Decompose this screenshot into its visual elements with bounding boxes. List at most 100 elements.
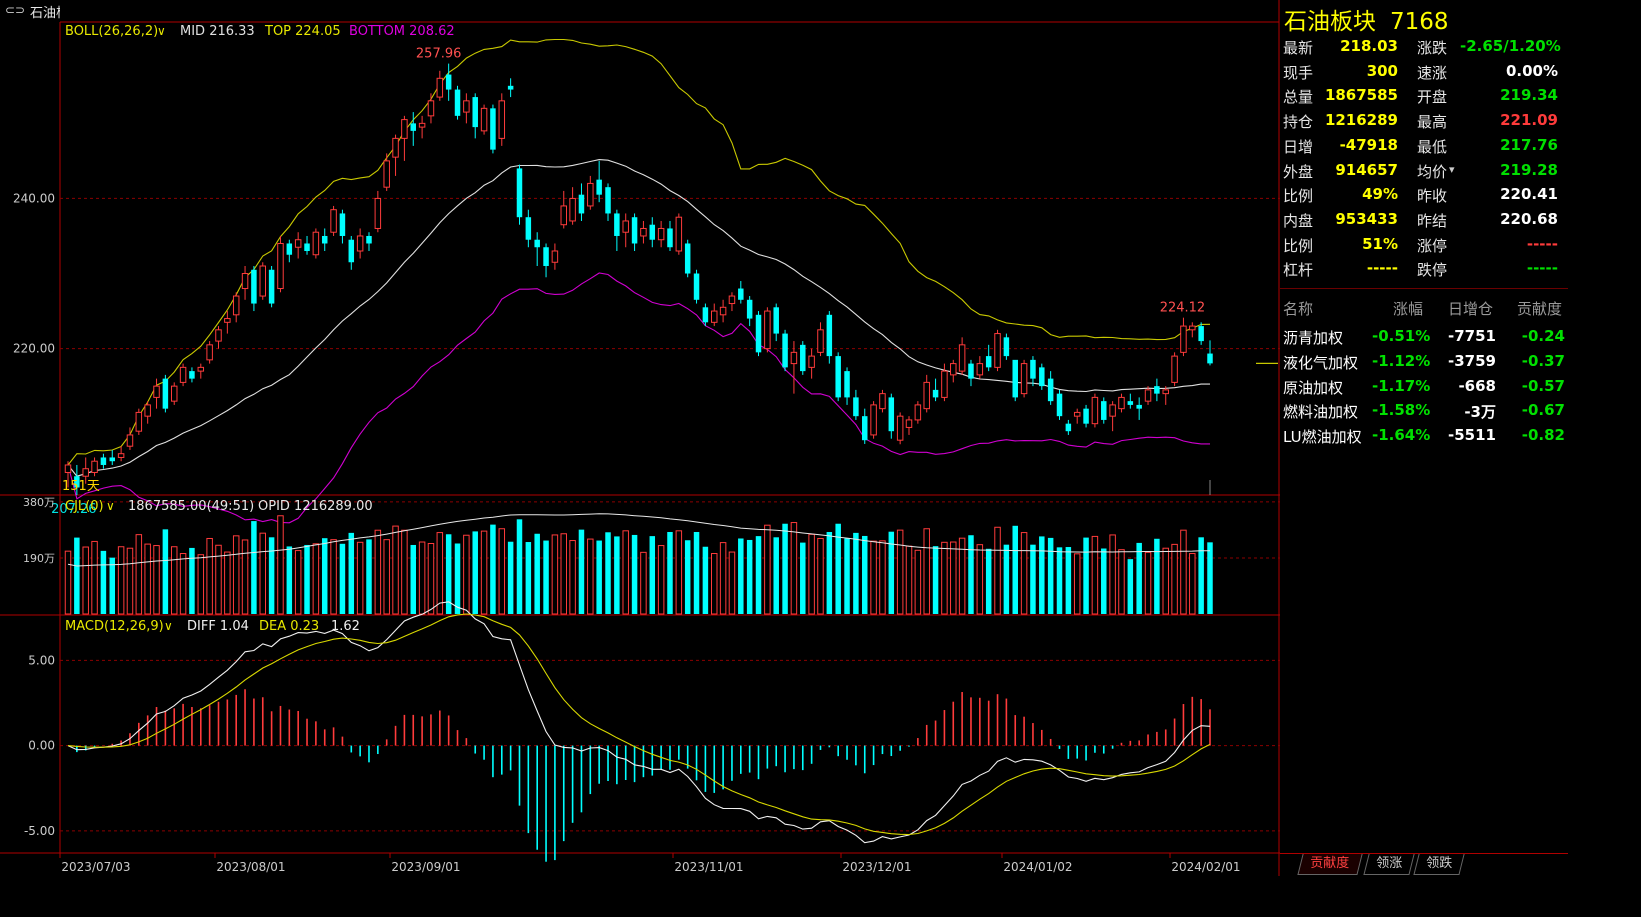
candle-body	[251, 269, 257, 304]
volume-bar	[560, 533, 567, 615]
candle-body	[534, 239, 540, 248]
volume-bar	[383, 539, 390, 615]
volume-bar	[1207, 542, 1213, 614]
contrib-row[interactable]: 燃料油加权 -1.58% -3万 -0.67	[1280, 401, 1568, 423]
candle-body	[941, 370, 948, 398]
contrib-degree: -0.37	[1521, 351, 1565, 370]
volume-bar	[1198, 537, 1204, 614]
quote-label: 比例	[1283, 187, 1314, 206]
cjl-volume-value: 1867585.00(49:51)	[128, 499, 254, 514]
quote-value: 49%	[1362, 185, 1398, 204]
quote-row: 持仓 1216289 最高 221.09	[1282, 111, 1566, 135]
candle-body	[1118, 396, 1125, 410]
contrib-name: LU燃油加权	[1283, 428, 1362, 447]
contrib-row[interactable]: LU燃油加权 -1.64% -5511 -0.82	[1280, 426, 1568, 448]
volume-bar	[800, 542, 806, 614]
contrib-header[interactable]: 日增仓	[1448, 300, 1494, 318]
macd-axis-label: 0.00	[28, 739, 55, 753]
candle-body	[348, 239, 355, 263]
quote-header: 石油板块 7168	[1284, 9, 1449, 35]
candle-body	[640, 227, 647, 237]
candle-body	[286, 243, 293, 255]
quote-label: 昨收	[1417, 187, 1448, 206]
boll-mid-line	[67, 159, 1210, 477]
date-axis-label: 2023/11/01	[674, 860, 743, 874]
kline-chart[interactable]: 240.00 220.00 257.96 207.26 224.12 151天 BOLL(2…	[0, 0, 1280, 876]
quote-value: 219.28	[1500, 160, 1558, 179]
candle-body	[1189, 325, 1196, 331]
panel-divider	[1280, 288, 1568, 289]
volume-bar	[445, 534, 452, 614]
candle-body	[853, 397, 859, 417]
volume-bar	[91, 540, 98, 615]
volume-bar	[649, 536, 656, 614]
quote-label: 最新	[1283, 39, 1314, 57]
volume-bar	[888, 531, 895, 614]
candle-body	[82, 468, 89, 477]
volume-bar	[614, 536, 620, 614]
candle-body	[1091, 396, 1099, 425]
volume-bar	[667, 531, 673, 614]
volume-bar	[490, 524, 496, 614]
candle-body	[312, 231, 320, 256]
candle-body	[1003, 337, 1010, 357]
candle-body	[64, 464, 72, 473]
volume-bar	[463, 534, 470, 615]
quote-row: 总量 1867585 开盘 219.34	[1282, 86, 1566, 110]
date-axis-label: 2023/09/01	[391, 860, 460, 874]
contrib-header[interactable]: 贡献度	[1517, 300, 1563, 318]
volume-bar	[968, 535, 974, 614]
contrib-change: -1.64%	[1372, 426, 1431, 445]
price-axis-label: 240.00	[13, 191, 55, 205]
macd-dropdown-icon: ∨	[164, 619, 173, 633]
panel-tab-gainers[interactable]: 领涨	[1363, 854, 1415, 875]
candle-body	[1180, 325, 1187, 353]
volume-bar	[1180, 529, 1187, 615]
cjl-opid-value: OPID 1216289.00	[258, 499, 373, 514]
volume-bar	[170, 546, 178, 615]
quote-label[interactable]: 均价	[1417, 162, 1448, 181]
date-axis-label: 2024/02/01	[1171, 860, 1240, 874]
quote-value: -----	[1366, 259, 1398, 278]
volume-bar	[215, 544, 222, 615]
volume-bar	[702, 546, 709, 614]
volume-bar	[268, 537, 275, 614]
volume-bar	[1056, 547, 1063, 614]
volume-bar	[782, 523, 788, 614]
candle-body	[410, 123, 417, 131]
candle-body	[445, 74, 452, 90]
volume-bar	[578, 529, 585, 614]
quote-value: 1216289	[1324, 111, 1398, 130]
contrib-row[interactable]: 沥青加权 -0.51% -7751 -0.24	[1280, 327, 1568, 349]
volume-bar	[844, 538, 850, 614]
contrib-header[interactable]: 名称	[1283, 300, 1314, 318]
panel-tab-losers[interactable]: 领跌	[1413, 854, 1465, 875]
link-icon[interactable]: ⊂⊃	[5, 3, 26, 17]
candle-body	[189, 371, 195, 379]
candle-body	[436, 77, 444, 98]
volume-bar	[1012, 525, 1018, 614]
candle-body	[179, 366, 187, 383]
candle-body	[844, 371, 850, 398]
avg-price-dropdown-icon[interactable]: ▾	[1449, 162, 1455, 176]
quote-label: 涨跌	[1417, 39, 1448, 57]
volume-bar	[853, 532, 859, 614]
contrib-header[interactable]: 涨幅	[1393, 300, 1424, 318]
panel-tab-contribution[interactable]: 贡献度	[1297, 854, 1363, 875]
candle-body	[711, 310, 718, 323]
volume-bar	[392, 525, 399, 615]
contrib-row[interactable]: 液化气加权 -1.12% -3759 -0.37	[1280, 352, 1568, 374]
candle-body	[800, 344, 806, 372]
contrib-row[interactable]: 原油加权 -1.17% -668 -0.57	[1280, 377, 1568, 399]
quote-value: 1867585	[1324, 86, 1398, 105]
candle-body	[232, 295, 240, 316]
volume-bar	[286, 546, 293, 614]
candle-body	[1198, 326, 1204, 342]
candle-body	[861, 416, 868, 441]
macd-indicator-name: MACD(12,26,9)	[65, 619, 164, 634]
date-axis-label: 2023/08/01	[216, 860, 285, 874]
contrib-oi-change: -3万	[1464, 403, 1496, 422]
candle-body	[914, 404, 922, 421]
volume-bar	[835, 523, 841, 614]
volume-bar	[905, 545, 913, 615]
